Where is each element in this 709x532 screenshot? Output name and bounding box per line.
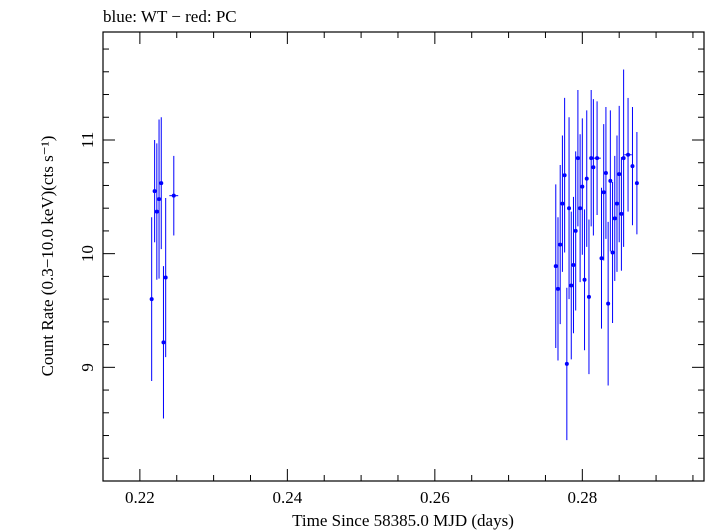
data-point bbox=[626, 152, 631, 157]
data-point bbox=[606, 301, 611, 306]
data-point bbox=[562, 173, 567, 178]
data-point bbox=[617, 172, 622, 177]
data-point bbox=[149, 297, 154, 302]
data-point bbox=[575, 156, 580, 161]
data-point bbox=[161, 340, 166, 345]
x-tick-label: 0.24 bbox=[272, 488, 302, 507]
data-point bbox=[634, 181, 639, 186]
data-point bbox=[599, 256, 604, 261]
x-tick-label: 0.26 bbox=[420, 488, 450, 507]
data-point bbox=[163, 275, 168, 280]
data-point bbox=[614, 201, 619, 206]
y-tick-label: 10 bbox=[78, 245, 97, 262]
data-point bbox=[157, 197, 162, 202]
data-point bbox=[154, 209, 159, 214]
data-point bbox=[582, 277, 587, 282]
data-point bbox=[573, 228, 578, 233]
x-tick-label: 0.28 bbox=[567, 488, 597, 507]
data-point bbox=[610, 250, 615, 255]
data-series-wt bbox=[149, 69, 639, 441]
data-point bbox=[630, 164, 635, 169]
plot-frame bbox=[102, 31, 705, 482]
x-tick-label: 0.22 bbox=[125, 488, 155, 507]
data-point bbox=[591, 165, 596, 170]
data-point bbox=[608, 178, 613, 183]
data-point bbox=[578, 206, 583, 211]
data-point bbox=[621, 156, 626, 161]
data-point bbox=[580, 184, 585, 189]
chart-title: blue: WT − red: PC bbox=[103, 7, 237, 26]
y-tick-label: 11 bbox=[78, 132, 97, 148]
data-point bbox=[619, 211, 624, 216]
axis-tick-labels: 0.22 0.24 0.26 0.28 9 10 11 bbox=[78, 132, 597, 507]
data-point bbox=[612, 216, 617, 221]
data-point bbox=[571, 263, 576, 268]
data-point bbox=[171, 193, 176, 198]
data-point bbox=[584, 176, 589, 181]
data-point bbox=[152, 189, 157, 194]
data-point bbox=[595, 156, 600, 161]
data-point bbox=[558, 242, 563, 247]
data-point bbox=[555, 286, 560, 291]
x-axis-label: Time Since 58385.0 MJD (days) bbox=[292, 511, 514, 530]
data-point bbox=[553, 264, 558, 269]
data-point bbox=[589, 156, 594, 161]
data-point bbox=[564, 361, 569, 366]
y-tick-label: 9 bbox=[78, 363, 97, 372]
data-point bbox=[560, 201, 565, 206]
data-point bbox=[601, 190, 606, 195]
data-point bbox=[569, 283, 574, 288]
axis-ticks bbox=[103, 32, 704, 481]
y-axis-label: Count Rate (0.3−10.0 keV)(cts s⁻¹) bbox=[38, 136, 57, 377]
data-point bbox=[586, 294, 591, 299]
data-point bbox=[159, 181, 164, 186]
data-point bbox=[567, 206, 572, 211]
data-point bbox=[603, 170, 608, 175]
